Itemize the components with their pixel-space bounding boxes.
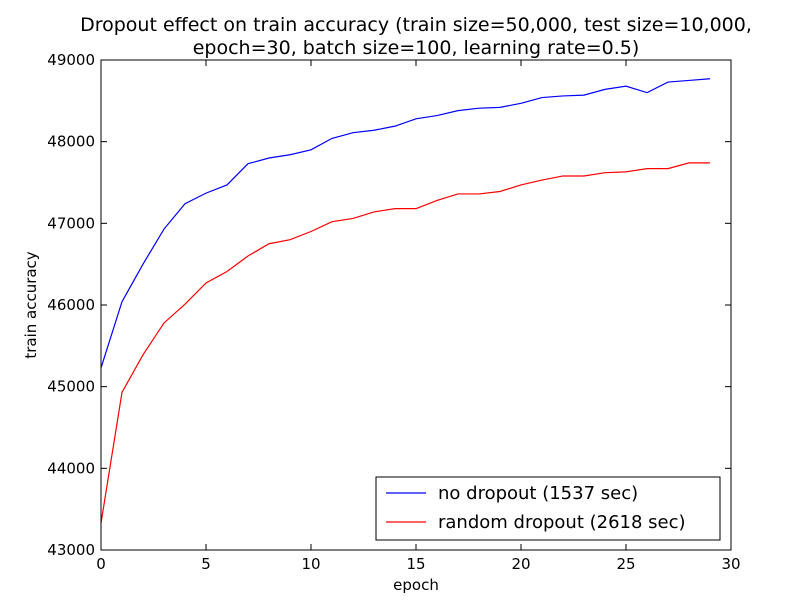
y-tick-label: 46000 [47, 296, 95, 314]
series-line-no-dropout [100, 78, 711, 369]
chart-title-line1: Dropout effect on train accuracy (train … [80, 14, 752, 36]
chart-title-line2: epoch=30, batch size=100, learning rate=… [193, 37, 640, 59]
plot-frame [100, 59, 732, 551]
y-tick-label: 43000 [47, 541, 95, 559]
x-tick-label: 30 [721, 555, 740, 573]
x-tick-label: 20 [511, 555, 530, 573]
series-line-random-dropout [100, 162, 710, 524]
legend: no dropout (1537 sec) random dropout (26… [375, 476, 721, 541]
ticks-layer: 0 5 10 15 20 25 30 43000 44000 45000 46000 47000 480… [47, 51, 740, 573]
legend-label-random-dropout: random dropout (2618 sec) [438, 512, 686, 533]
legend-box [375, 476, 721, 541]
y-tick-label: 48000 [47, 133, 95, 151]
lines-layer [100, 78, 711, 524]
x-tick-label: 5 [201, 555, 211, 573]
x-tick-label: 10 [301, 555, 320, 573]
plot-area [101, 60, 731, 550]
x-tick-label: 0 [96, 555, 106, 573]
y-tick-label: 44000 [47, 459, 95, 477]
x-axis-label: epoch [393, 576, 439, 594]
legend-label-no-dropout: no dropout (1537 sec) [438, 483, 638, 504]
y-tick-label: 47000 [47, 214, 95, 232]
x-tick-label: 15 [406, 555, 425, 573]
y-tick-label: 45000 [47, 378, 95, 396]
x-tick-label: 25 [616, 555, 635, 573]
y-tick-label: 49000 [47, 51, 95, 69]
y-axis-label: train accuracy [22, 251, 40, 358]
